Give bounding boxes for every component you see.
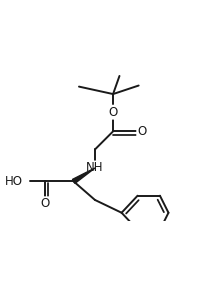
Text: O: O bbox=[40, 197, 50, 210]
Text: HO: HO bbox=[4, 175, 23, 188]
Text: O: O bbox=[137, 125, 147, 138]
Text: O: O bbox=[109, 106, 118, 119]
Text: NH: NH bbox=[86, 162, 104, 174]
Polygon shape bbox=[72, 168, 95, 183]
